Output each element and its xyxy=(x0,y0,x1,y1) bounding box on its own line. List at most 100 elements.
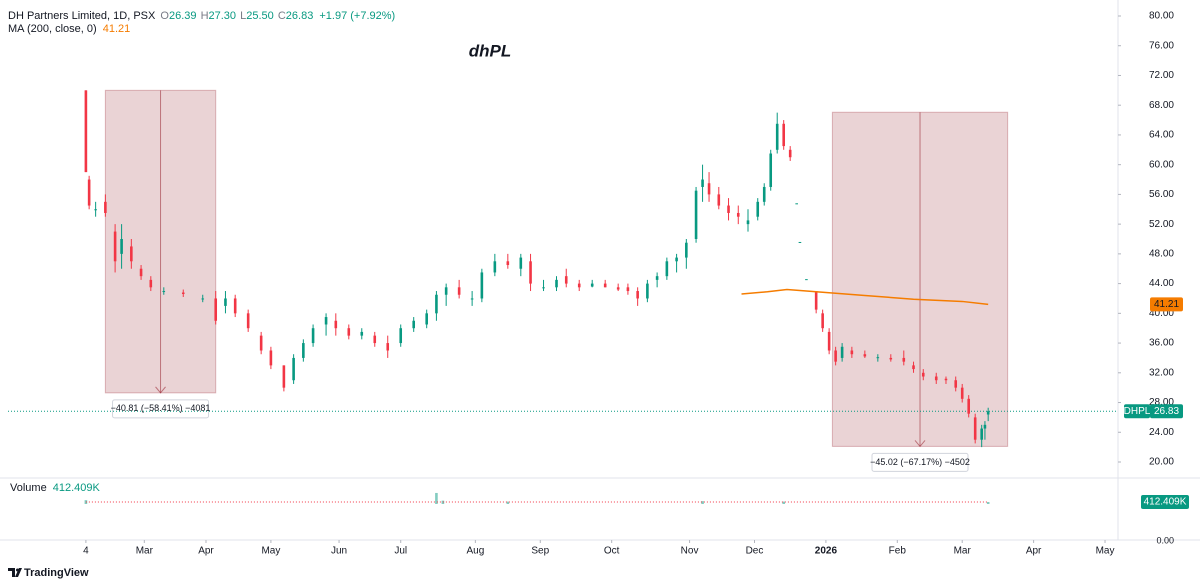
price-tag xyxy=(1150,404,1183,419)
candle xyxy=(435,291,438,321)
candle xyxy=(675,253,678,273)
ohlc-key: L xyxy=(240,10,246,22)
candle-body xyxy=(756,201,760,217)
candle xyxy=(912,361,915,373)
candle xyxy=(863,350,867,358)
y-tick-label: 48.00 xyxy=(1149,249,1174,260)
candle-body xyxy=(626,287,630,292)
candle-body xyxy=(655,276,659,280)
candle-body xyxy=(889,357,893,360)
candle xyxy=(282,365,286,392)
candle-body xyxy=(834,350,837,362)
ohlc-value: 25.50 xyxy=(246,10,274,22)
symbol-tag xyxy=(1124,404,1150,419)
candle xyxy=(425,309,428,329)
candle xyxy=(590,279,594,288)
candle-body xyxy=(470,298,474,300)
candle xyxy=(529,253,532,292)
y-tick-label: 20.00 xyxy=(1149,457,1174,468)
symbol: DH Partners Limited, 1D, PSX xyxy=(8,10,156,22)
candle xyxy=(94,201,97,217)
candle xyxy=(762,183,766,206)
candle-body xyxy=(360,331,364,336)
candle-body xyxy=(701,179,704,187)
volume-tag xyxy=(1141,495,1189,510)
y-tick-label: 36.00 xyxy=(1149,338,1174,349)
candle-body xyxy=(457,287,461,295)
candle xyxy=(139,265,143,280)
candle-body xyxy=(603,283,607,288)
x-tick-label: Apr xyxy=(198,546,214,557)
candle-body xyxy=(269,350,273,366)
candle-body xyxy=(980,428,983,440)
y-tick-label: 40.00 xyxy=(1149,308,1174,319)
logo-dot xyxy=(16,568,19,572)
candle-body xyxy=(302,343,305,358)
candle-body xyxy=(727,205,730,213)
candle-body xyxy=(564,276,568,284)
candle xyxy=(727,198,730,221)
candle-body xyxy=(493,261,497,273)
candle xyxy=(795,203,798,205)
volume-bar xyxy=(506,501,510,504)
ma-tag xyxy=(1150,297,1183,312)
candle xyxy=(827,328,831,355)
candle xyxy=(104,194,107,217)
candle-body xyxy=(902,357,906,362)
candle xyxy=(769,149,773,191)
measure-arrowhead xyxy=(155,386,166,394)
candle-body xyxy=(863,354,867,357)
candle-body xyxy=(769,153,773,187)
candle-body xyxy=(876,357,880,359)
x-tick-label: Oct xyxy=(604,546,620,557)
candle-body xyxy=(201,298,205,300)
candle-body xyxy=(675,257,678,262)
candle-body xyxy=(717,194,721,206)
ohlc-key: O xyxy=(160,10,169,22)
candle xyxy=(347,324,351,340)
legend-header: DH Partners Limited, 1D, PSX O26.39 H27.… xyxy=(8,10,395,22)
candle xyxy=(542,279,545,292)
candle-body xyxy=(334,320,338,329)
x-tick-label: Nov xyxy=(681,546,699,557)
candle xyxy=(233,294,237,318)
candle xyxy=(214,291,218,325)
ma-legend: MA (200, close, 0) 41.21 xyxy=(8,23,130,35)
candle-body xyxy=(827,331,831,351)
logo: TradingView xyxy=(8,567,89,579)
candle-body xyxy=(542,287,545,289)
candle-body xyxy=(973,417,977,440)
candle-body xyxy=(311,328,315,344)
candle xyxy=(902,350,906,366)
candle-body xyxy=(665,261,669,277)
candle-body xyxy=(87,179,91,206)
candle-body xyxy=(934,376,938,381)
measure-label-box xyxy=(112,399,210,419)
candle-body xyxy=(224,298,227,306)
x-tick-label: Aug xyxy=(466,546,484,557)
candle xyxy=(736,205,740,225)
candle-body xyxy=(646,283,649,299)
candle xyxy=(876,354,880,362)
candle-body xyxy=(113,231,117,262)
candle xyxy=(788,146,792,161)
candle xyxy=(944,376,948,384)
candle-body xyxy=(94,209,97,211)
candle xyxy=(224,291,227,314)
candle xyxy=(564,268,568,288)
ma-line xyxy=(741,288,989,306)
candle xyxy=(701,164,704,202)
candle-body xyxy=(775,123,779,150)
candle-body xyxy=(814,291,818,310)
candle-body xyxy=(960,387,964,399)
candle xyxy=(360,328,364,340)
candle xyxy=(412,317,416,332)
candle xyxy=(577,279,581,292)
ohlc-value: 26.39 xyxy=(169,10,197,22)
candle-body xyxy=(954,380,958,388)
x-tick-label: Jul xyxy=(394,546,407,557)
candle-body xyxy=(736,212,740,217)
y-tick-label: 24.00 xyxy=(1149,427,1174,438)
candle-body xyxy=(425,313,428,325)
candle-body xyxy=(373,335,377,344)
